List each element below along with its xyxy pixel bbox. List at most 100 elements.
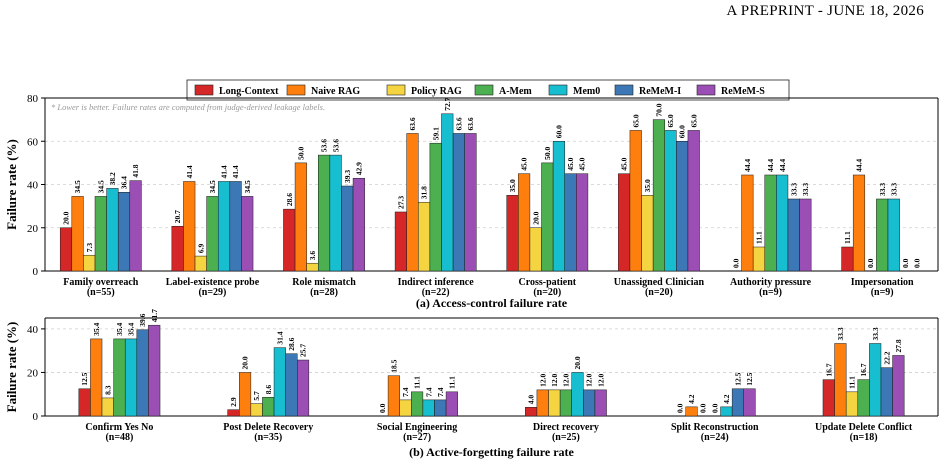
chart-title: (a) Access-control failure rate [416, 296, 568, 310]
data-label: 16.7 [859, 363, 868, 376]
data-label: 35.0 [643, 179, 652, 192]
bar [752, 246, 766, 272]
bar [876, 198, 889, 272]
bar [399, 399, 412, 417]
bar [411, 391, 424, 417]
bar [618, 173, 631, 272]
data-label: 12.0 [596, 373, 605, 386]
data-label: 34.5 [73, 180, 82, 193]
bar [148, 324, 161, 417]
y-axis-label: Failure rate (%) [4, 322, 19, 413]
data-label: 35.0 [508, 179, 517, 192]
legend-swatch [696, 84, 716, 96]
bar [262, 397, 275, 417]
x-tick-count: (n=24) [701, 432, 729, 443]
data-label: 12.5 [734, 372, 743, 385]
bar [113, 338, 126, 417]
x-tick-label: Role mismatch [292, 277, 356, 288]
bar [787, 198, 800, 272]
data-label: 33.3 [871, 327, 880, 340]
bar [78, 388, 91, 417]
x-tick-count: (n=29) [198, 287, 226, 298]
data-label: 39.6 [138, 313, 147, 326]
bar [518, 173, 531, 272]
data-label: 44.4 [743, 159, 752, 172]
data-label: 11.1 [447, 376, 456, 389]
x-tick-label: Indirect inference [398, 277, 475, 288]
bar [129, 180, 142, 272]
data-label: 72.7 [443, 97, 452, 110]
bar [857, 379, 870, 417]
bar [564, 173, 577, 272]
data-label: 59.1 [431, 127, 440, 140]
legend-swatch [548, 84, 568, 96]
data-label: 7.4 [401, 387, 410, 397]
bar [387, 375, 400, 417]
data-label: 45.0 [620, 157, 629, 170]
data-label: 27.3 [396, 196, 405, 209]
data-label: 44.4 [855, 159, 864, 172]
data-label: 8.6 [264, 385, 273, 395]
data-label: 11.1 [848, 376, 857, 389]
bar [429, 142, 442, 272]
data-label: 33.3 [836, 327, 845, 340]
bar [743, 388, 756, 417]
x-tick-count: (n=25) [552, 432, 580, 443]
bar [869, 343, 882, 417]
bar [583, 389, 596, 417]
bar [283, 208, 296, 272]
x-tick-count: (n=20) [533, 287, 561, 298]
bar [445, 391, 458, 417]
x-tick-count: (n=55) [87, 287, 115, 298]
x-tick-label: Direct recovery [533, 422, 599, 433]
bar [206, 196, 219, 272]
legend: Long-Context Naive RAG Policy RAG A-Mem Mem0… [186, 79, 790, 101]
legend-label: ReMeM-S [721, 86, 765, 97]
y-tick-label: 0 [33, 411, 39, 423]
legend-label: Naive RAG [311, 86, 360, 97]
bar [94, 196, 107, 272]
data-label: 0.0 [676, 403, 685, 413]
bar [59, 227, 73, 272]
data-label: 31.4 [275, 331, 284, 344]
x-tick-label: Label-existence probe [166, 277, 260, 288]
data-label: 28.6 [287, 337, 296, 350]
bar [406, 133, 419, 272]
bar [687, 130, 700, 272]
data-label: 12.5 [80, 372, 89, 385]
bar [227, 409, 240, 417]
data-label: 22.2 [882, 351, 891, 364]
bar [720, 406, 733, 417]
bar [83, 254, 96, 272]
data-label: 6.9 [196, 243, 205, 253]
data-label: 65.0 [666, 114, 675, 127]
bar [731, 388, 745, 417]
x-tick-count: (n=9) [759, 287, 782, 298]
data-label: 53.6 [320, 139, 329, 152]
data-label: 0.0 [699, 403, 708, 413]
x-tick-label: Social Engineering [377, 422, 457, 433]
bar [525, 407, 538, 417]
x-tick-count: (n=48) [105, 432, 133, 443]
x-tick-label: Split Reconstruction [671, 422, 759, 433]
data-label: 2.9 [229, 397, 238, 407]
data-label: 45.0 [578, 157, 587, 170]
bar [318, 154, 331, 272]
legend-swatch [614, 84, 634, 96]
data-label: 34.5 [243, 180, 252, 193]
data-label: 33.3 [878, 183, 887, 196]
data-label: 41.4 [220, 165, 229, 178]
bar [852, 174, 866, 272]
data-label: 65.0 [689, 114, 698, 127]
bar [741, 174, 754, 272]
data-label: 12.0 [585, 373, 594, 386]
x-tick-count: (n=9) [871, 287, 894, 298]
bar [506, 195, 519, 272]
legend-label: A-Mem [499, 86, 532, 97]
bar [217, 181, 231, 272]
bar [117, 192, 131, 272]
data-label: 0.0 [710, 403, 719, 413]
bar [629, 130, 642, 272]
data-label: 42.9 [354, 162, 363, 175]
data-label: 45.0 [566, 157, 575, 170]
